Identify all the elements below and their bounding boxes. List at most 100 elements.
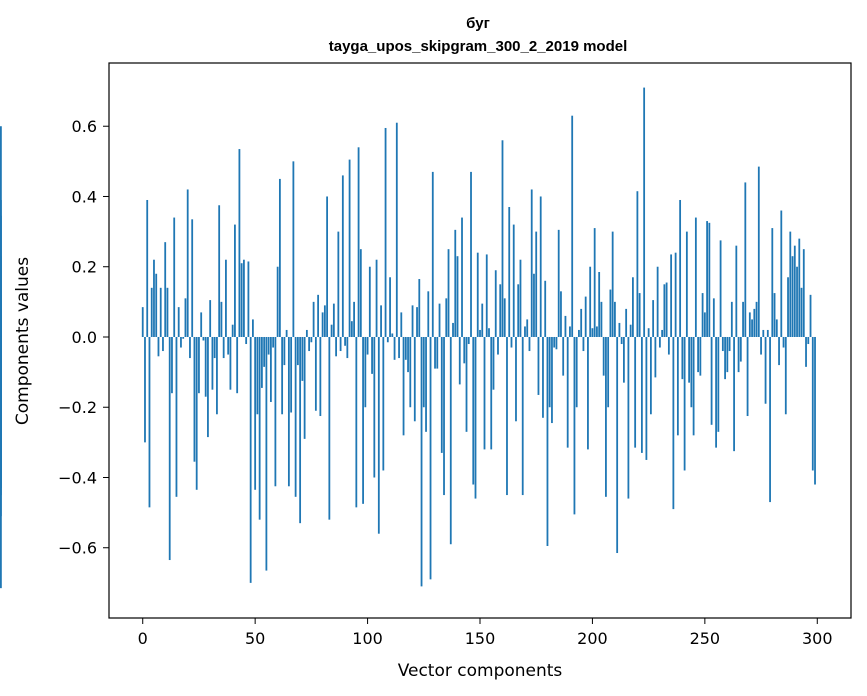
bar-203 [598, 272, 601, 337]
bar-216 [627, 336, 630, 499]
bar-286 [784, 336, 787, 415]
bar-277 [764, 336, 767, 404]
bar-132 [438, 303, 441, 337]
bar-99 [364, 336, 367, 408]
bar-undefined [0, 256, 2, 337]
bar-142 [461, 217, 463, 337]
bar-109 [386, 336, 389, 343]
bar-146 [470, 171, 472, 337]
bar-36 [222, 336, 225, 359]
bar-20 [186, 189, 189, 337]
bar-294 [802, 249, 805, 337]
bar-29 [207, 336, 209, 438]
bar-121 [413, 336, 416, 422]
bar-54 [263, 336, 266, 367]
bar-24 [195, 336, 198, 490]
bar-31 [211, 336, 214, 390]
bar-292 [798, 238, 801, 337]
bar-87 [337, 231, 340, 337]
bar-26 [200, 312, 203, 337]
bar-68 [294, 336, 297, 497]
bar-123 [418, 279, 421, 337]
y-tick-label: −0.6 [58, 539, 97, 558]
bar-122 [416, 307, 418, 337]
bar-162 [506, 336, 508, 496]
bar-193 [575, 336, 578, 408]
bar-275 [760, 336, 762, 355]
bar-124 [420, 336, 423, 587]
bar-166 [515, 336, 517, 422]
bar-35 [220, 301, 223, 337]
bar-235 [670, 254, 673, 337]
bar-251 [706, 221, 708, 337]
bar-47 [247, 261, 250, 337]
bar-86 [335, 336, 337, 357]
bar-263 [733, 336, 735, 452]
bar-161 [503, 298, 506, 337]
bar-279 [769, 336, 771, 503]
bar-138 [452, 322, 454, 337]
bar-232 [663, 284, 666, 337]
bar-91 [346, 336, 349, 359]
bar-88 [339, 336, 342, 352]
bar-236 [672, 336, 675, 510]
bar-182 [551, 336, 553, 424]
bar-series [0, 87, 816, 589]
bar-215 [625, 308, 628, 337]
bar-140 [456, 256, 459, 337]
bar-126 [425, 336, 427, 432]
bar-271 [751, 319, 753, 337]
bar-11 [166, 287, 169, 337]
bar-272 [753, 308, 756, 337]
bar-227 [652, 300, 655, 337]
bar-176 [537, 336, 540, 395]
bar-92 [348, 159, 351, 337]
bar-143 [463, 336, 466, 364]
bar-250 [703, 312, 706, 337]
bar-269 [746, 336, 749, 417]
bar-64 [285, 329, 288, 337]
bar-103 [373, 336, 376, 478]
bar-72 [303, 336, 306, 439]
bar-187 [562, 336, 565, 376]
bar-280 [771, 228, 774, 337]
bar-95 [355, 336, 358, 508]
bar-90 [344, 336, 346, 346]
bar-56 [267, 336, 270, 355]
bar-48 [249, 336, 252, 583]
bar-65 [287, 336, 290, 487]
bar-253 [710, 336, 713, 425]
bar-57 [269, 336, 272, 402]
bar-41 [234, 224, 236, 337]
bar-60 [276, 266, 279, 337]
y-tick-label: −0.2 [58, 398, 97, 417]
bar-16 [177, 307, 180, 337]
bar-191 [571, 115, 574, 337]
y-tick-label: 0.2 [72, 258, 97, 277]
bar-89 [341, 175, 344, 337]
chart-subtitle: tayga_upos_skipgram_300_2_2019 model [329, 38, 628, 55]
bar-219 [634, 336, 637, 448]
bar-246 [694, 217, 697, 337]
bar-298 [811, 336, 814, 471]
bar-63 [283, 336, 286, 366]
bar-248 [699, 336, 702, 376]
bar-281 [773, 293, 776, 337]
bar-156 [492, 336, 495, 390]
bar-undefined [0, 336, 2, 517]
bar-204 [600, 301, 603, 337]
bar-258 [721, 336, 724, 352]
bar-125 [422, 336, 425, 408]
bar-197 [584, 296, 587, 337]
bar-25 [198, 336, 200, 394]
bar-179 [544, 280, 547, 337]
bar-273 [755, 301, 758, 337]
bar-200 [591, 328, 594, 337]
x-tick-label: 250 [690, 629, 721, 648]
bar-7 [157, 336, 160, 357]
bar-244 [690, 336, 693, 408]
bar-185 [557, 229, 560, 337]
bar-189 [566, 336, 569, 448]
bar-192 [573, 336, 576, 515]
